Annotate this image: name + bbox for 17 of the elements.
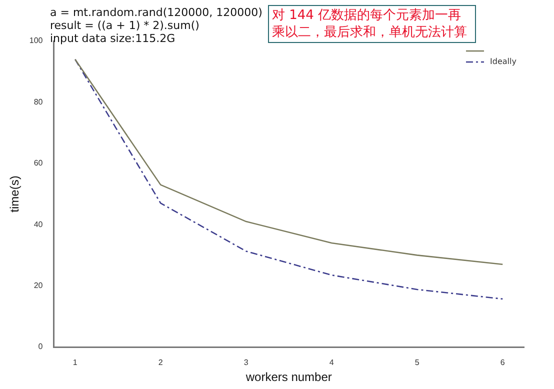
- x-tick-label: 4: [329, 358, 334, 368]
- x-tick-label: 6: [500, 358, 506, 368]
- x-tick-label: 2: [158, 358, 164, 368]
- y-tick-label: 60: [34, 158, 44, 168]
- y-tick-label: 40: [34, 220, 44, 229]
- y-tick-label: 0: [38, 342, 44, 352]
- x-tick-label: 5: [414, 358, 420, 368]
- text: 对 144 亿数据的每个元素加一再乘以二，最后求和，单机无法计算: [268, 5, 476, 43]
- y-tick-label: 100: [29, 36, 44, 46]
- y-axis-title: time(s): [8, 176, 22, 212]
- y-tick-label: 20: [34, 281, 44, 290]
- y-tick-label: 80: [34, 97, 44, 106]
- legend-label: Ideally: [490, 57, 517, 66]
- x-tick-label: 3: [244, 358, 249, 368]
- annotation: a = mt.random.rand(120000, 120000) result = ((a + 1) * 2).sum() input data size:115.2G: [50, 6, 262, 45]
- x-axis-title: workers number: [244, 370, 332, 384]
- x-tick-label: 1: [72, 358, 78, 368]
